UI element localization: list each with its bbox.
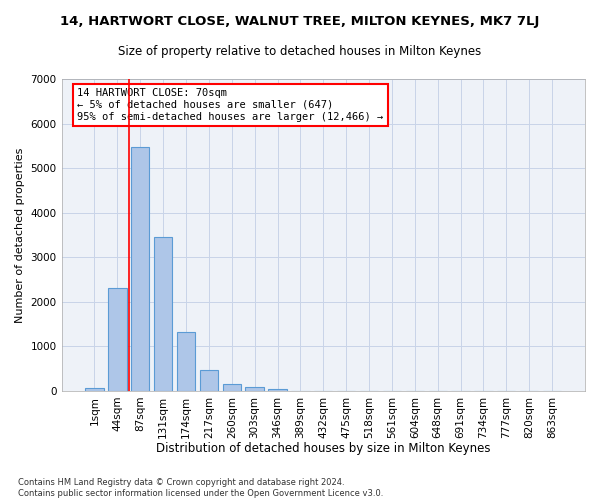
Bar [268,388,287,391]
Text: 14, HARTWORT CLOSE, WALNUT TREE, MILTON KEYNES, MK7 7LJ: 14, HARTWORT CLOSE, WALNUT TREE, MILTON … [61,15,539,28]
Bar [154,236,172,391]
Bar [131,146,149,391]
Text: 14 HARTWORT CLOSE: 70sqm
← 5% of detached houses are smaller (647)
95% of semi-d: 14 HARTWORT CLOSE: 70sqm ← 5% of detache… [77,88,383,122]
Bar [108,288,127,391]
Bar [200,370,218,391]
Bar [177,332,195,391]
Text: Contains HM Land Registry data © Crown copyright and database right 2024.
Contai: Contains HM Land Registry data © Crown c… [18,478,383,498]
X-axis label: Distribution of detached houses by size in Milton Keynes: Distribution of detached houses by size … [156,442,491,455]
Bar [85,388,104,391]
Y-axis label: Number of detached properties: Number of detached properties [15,147,25,322]
Text: Size of property relative to detached houses in Milton Keynes: Size of property relative to detached ho… [118,45,482,58]
Bar [245,388,264,391]
Bar [223,384,241,391]
